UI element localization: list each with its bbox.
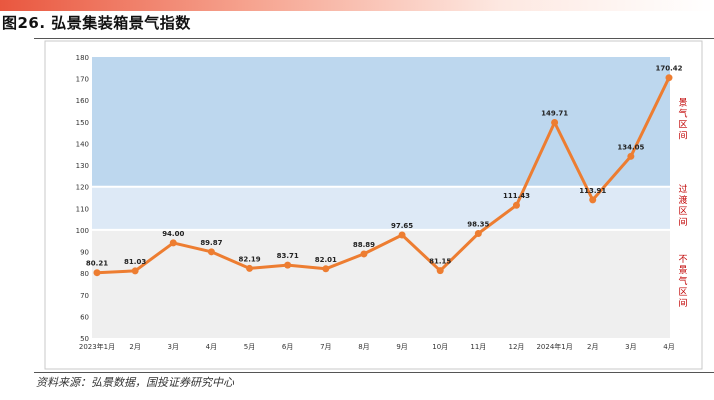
- data-point: [398, 231, 406, 239]
- data-label: 98.35: [467, 220, 489, 228]
- y-tick-label: 50: [80, 335, 89, 343]
- data-label: 134.05: [617, 143, 644, 151]
- x-tick-label: 2月: [129, 343, 140, 351]
- data-label: 89.87: [200, 239, 222, 247]
- y-tick-label: 180: [76, 54, 89, 62]
- y-tick-label: 150: [76, 119, 89, 127]
- data-label: 94.00: [162, 230, 184, 238]
- data-label: 170.42: [655, 65, 682, 73]
- data-label: 88.89: [353, 241, 375, 249]
- y-tick-label: 60: [80, 313, 89, 321]
- data-label: 83.71: [277, 252, 299, 260]
- data-label: 149.71: [541, 109, 568, 117]
- y-tick-label: 160: [76, 97, 89, 105]
- data-label: 82.19: [238, 255, 260, 263]
- data-point: [360, 250, 368, 258]
- data-point: [169, 239, 177, 247]
- x-tick-label: 9月: [396, 343, 407, 351]
- data-point: [665, 74, 673, 82]
- y-tick-label: 170: [76, 76, 89, 84]
- x-tick-label: 8月: [358, 343, 369, 351]
- data-point: [284, 261, 292, 269]
- zone-label: 不景气区间: [678, 254, 687, 309]
- zone-band: [92, 186, 670, 230]
- x-tick-label: 10月: [432, 343, 448, 351]
- x-tick-label: 5月: [244, 343, 255, 351]
- data-label: 82.01: [315, 256, 337, 264]
- zone-label: 景气区间: [678, 97, 687, 141]
- x-tick-label: 2023年1月: [79, 342, 115, 351]
- chart-frame: [44, 40, 703, 370]
- y-tick-label: 100: [76, 227, 89, 235]
- y-tick-label: 110: [76, 205, 89, 213]
- data-point: [474, 229, 482, 237]
- x-tick-label: 12月: [509, 343, 525, 351]
- data-point: [551, 118, 559, 126]
- zone-band: [92, 57, 670, 187]
- data-label: 111.43: [503, 192, 530, 200]
- source-note: 资料来源：弘景数据，国投证券研究中心: [36, 376, 234, 389]
- x-tick-label: 3月: [625, 343, 636, 351]
- y-tick-label: 70: [80, 292, 89, 300]
- data-label: 81.03: [124, 258, 146, 266]
- y-tick-label: 90: [80, 249, 89, 257]
- x-tick-label: 4月: [206, 343, 217, 351]
- x-tick-label: 7月: [320, 343, 331, 351]
- data-point: [627, 152, 635, 160]
- top-rule: [34, 38, 714, 39]
- x-tick-label: 2024年1月: [536, 342, 572, 351]
- data-label: 97.65: [391, 222, 413, 230]
- series-line: [96, 77, 671, 275]
- data-point: [589, 196, 597, 204]
- data-point: [246, 264, 254, 272]
- y-tick-label: 130: [76, 162, 89, 170]
- data-point: [512, 201, 520, 209]
- x-tick-label: 6月: [282, 343, 293, 351]
- y-tick-label: 120: [76, 184, 89, 192]
- x-tick-label: 3月: [168, 343, 179, 351]
- data-point: [131, 267, 139, 275]
- x-tick-label: 4月: [663, 343, 674, 351]
- x-tick-label: 11月: [470, 343, 486, 351]
- data-point: [436, 267, 444, 275]
- data-label: 81.15: [429, 258, 451, 266]
- y-tick-label: 140: [76, 140, 89, 148]
- figure-title: 图26. 弘景集装箱景气指数: [2, 14, 191, 32]
- data-label: 113.91: [579, 187, 606, 195]
- top-accent-band: [0, 0, 714, 11]
- y-tick-label: 80: [80, 270, 89, 278]
- zone-label: 过渡区间: [678, 183, 687, 228]
- data-point: [322, 265, 330, 273]
- data-point: [207, 248, 215, 256]
- x-tick-label: 2月: [587, 343, 598, 351]
- data-label: 80.21: [86, 260, 108, 268]
- bottom-rule: [34, 372, 714, 373]
- data-point: [93, 269, 101, 277]
